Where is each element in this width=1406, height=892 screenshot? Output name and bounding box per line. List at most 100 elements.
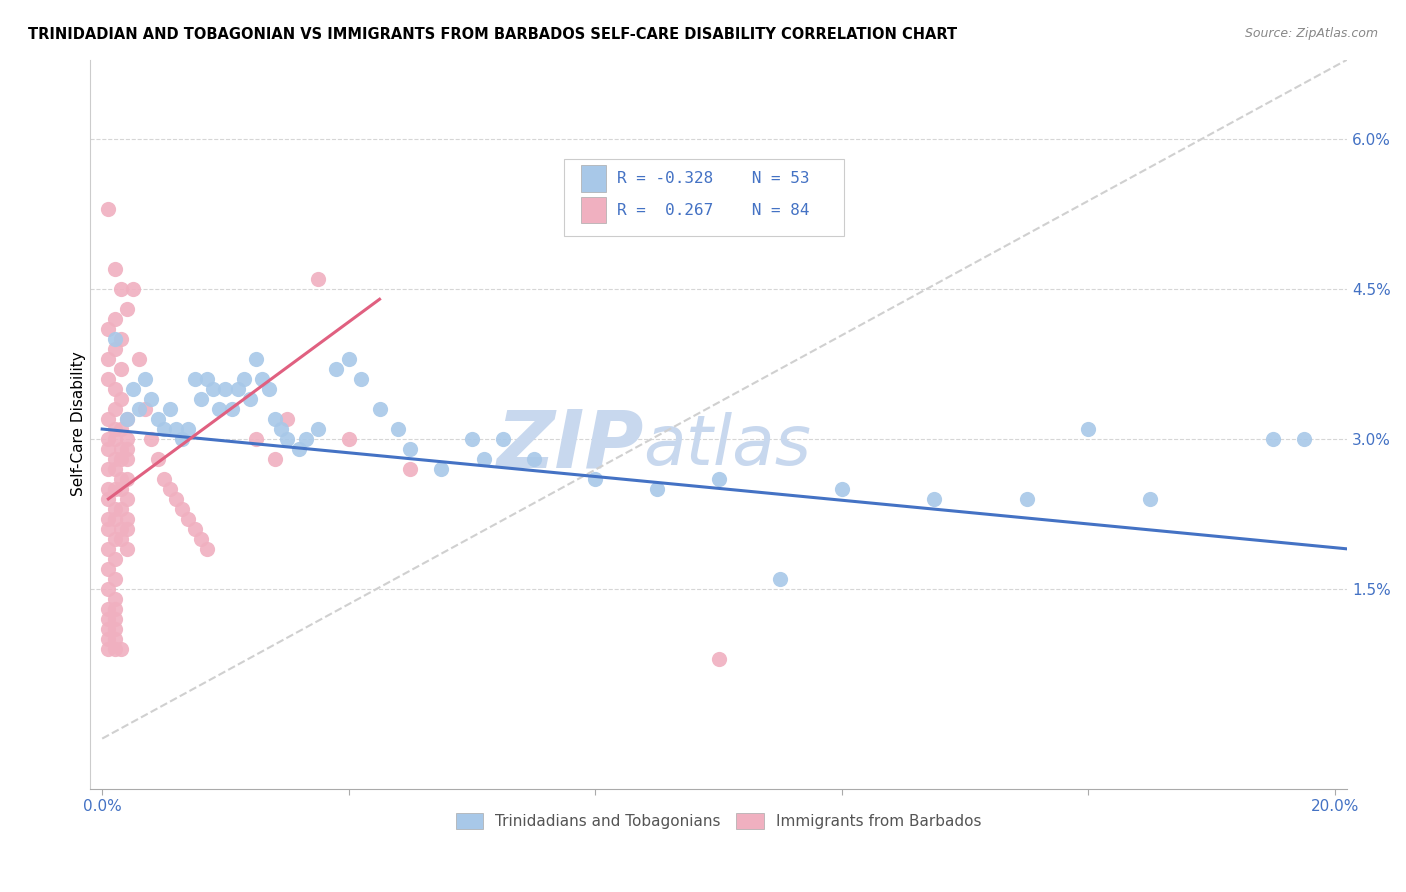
Point (103, 262, 125, 277)
Point (115, 472, 138, 486)
Point (97, 352, 120, 367)
Point (115, 432, 138, 446)
Point (115, 412, 138, 426)
Point (97, 432, 120, 446)
Point (97, 372, 120, 386)
Point (103, 502, 125, 516)
Point (165, 422, 187, 436)
Point (461, 432, 484, 446)
Point (307, 422, 329, 436)
Point (276, 432, 298, 446)
Point (103, 591, 125, 606)
Point (97, 482, 120, 496)
Point (115, 522, 138, 536)
Point (233, 372, 256, 386)
Point (115, 491, 138, 506)
Text: atlas: atlas (643, 412, 811, 479)
Point (172, 502, 194, 516)
Point (110, 422, 132, 436)
Point (769, 572, 792, 586)
Point (141, 392, 163, 406)
Point (492, 432, 515, 446)
Point (159, 482, 181, 496)
Point (122, 282, 145, 296)
Point (97, 641, 120, 656)
Point (1077, 422, 1099, 436)
Point (128, 402, 150, 417)
Legend: Trinidadians and Tobagonians, Immigrants from Barbados: Trinidadians and Tobagonians, Immigrants… (450, 807, 987, 836)
Point (924, 491, 946, 506)
Point (97, 412, 120, 426)
Point (110, 332, 132, 346)
Point (97, 322, 120, 336)
Point (141, 432, 163, 446)
Text: R = -0.328    N = 53: R = -0.328 N = 53 (617, 171, 810, 186)
Point (97, 562, 120, 576)
Point (146, 452, 169, 467)
Text: TRINIDADIAN AND TOBAGONIAN VS IMMIGRANTS FROM BARBADOS SELF-CARE DISABILITY CORR: TRINIDADIAN AND TOBAGONIAN VS IMMIGRANTS… (28, 27, 957, 42)
Point (122, 382, 145, 396)
Point (307, 272, 329, 286)
Point (110, 502, 132, 516)
Point (263, 412, 285, 426)
Point (245, 432, 267, 446)
Point (110, 532, 132, 546)
Point (103, 632, 125, 646)
Point (103, 622, 125, 636)
Point (159, 402, 181, 417)
Point (110, 442, 132, 456)
Point (165, 491, 187, 506)
Point (134, 372, 156, 386)
Point (103, 312, 125, 326)
Point (195, 541, 218, 556)
Point (103, 512, 125, 526)
Point (97, 202, 120, 217)
Point (523, 452, 546, 467)
Point (172, 432, 194, 446)
Point (707, 651, 730, 665)
Point (226, 382, 249, 396)
Point (430, 462, 453, 476)
Point (103, 602, 125, 616)
Point (146, 412, 169, 426)
Point (97, 541, 120, 556)
Point (97, 612, 120, 626)
Point (110, 452, 132, 467)
Point (202, 382, 225, 396)
Point (153, 422, 176, 436)
Text: Source: ZipAtlas.com: Source: ZipAtlas.com (1244, 27, 1378, 40)
Point (115, 512, 138, 526)
Point (583, 472, 606, 486)
Point (128, 352, 150, 367)
Point (110, 641, 132, 656)
Point (276, 412, 298, 426)
Y-axis label: Self-Care Disability: Self-Care Disability (72, 351, 86, 497)
Point (103, 342, 125, 356)
Point (97, 602, 120, 616)
Point (97, 442, 120, 456)
Point (103, 612, 125, 626)
Text: R =  0.267    N = 84: R = 0.267 N = 84 (617, 202, 810, 218)
Point (115, 412, 138, 426)
Point (645, 482, 668, 496)
Point (214, 382, 236, 396)
Point (103, 532, 125, 546)
Point (103, 382, 125, 396)
Point (1294, 432, 1316, 446)
Point (190, 392, 212, 406)
Point (707, 472, 730, 486)
Point (294, 432, 316, 446)
Text: ZIP: ZIP (496, 407, 643, 485)
Point (239, 392, 262, 406)
Point (115, 442, 138, 456)
Point (252, 372, 274, 386)
Point (183, 522, 205, 536)
Point (831, 482, 853, 496)
Point (110, 482, 132, 496)
Point (177, 422, 200, 436)
Point (97, 512, 120, 526)
Point (110, 522, 132, 536)
Point (103, 432, 125, 446)
Point (110, 392, 132, 406)
Point (221, 402, 243, 417)
